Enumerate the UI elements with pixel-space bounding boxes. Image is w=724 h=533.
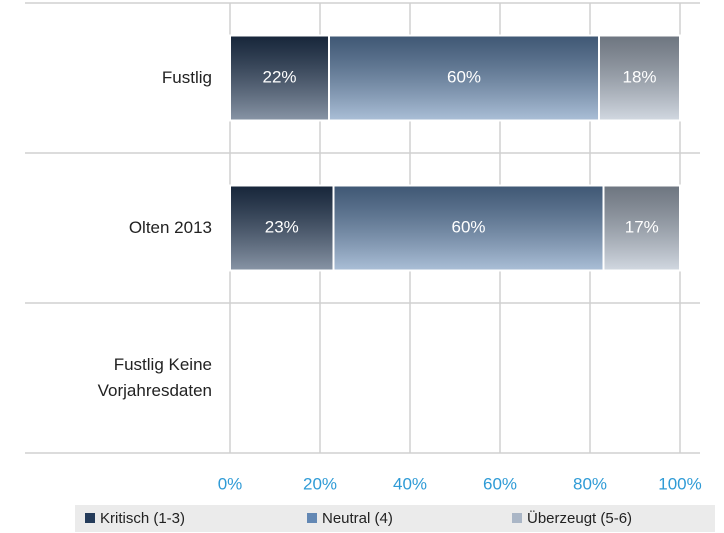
bar-shade bbox=[604, 186, 679, 270]
legend-background bbox=[75, 505, 715, 532]
legend-marker bbox=[307, 513, 317, 523]
data-label: 60% bbox=[447, 67, 481, 86]
data-label: 18% bbox=[622, 67, 656, 86]
x-tick-label: 80% bbox=[573, 474, 607, 493]
bar-shade bbox=[334, 186, 603, 270]
legend-label: Neutral (4) bbox=[322, 510, 393, 527]
x-tick-label: 0% bbox=[218, 474, 243, 493]
y-tick-label: Fustlig bbox=[161, 68, 212, 87]
x-tick-label: 60% bbox=[483, 474, 517, 493]
y-tick-label: Fustlig Keine Vorjahresdaten bbox=[97, 355, 212, 400]
x-tick-label: 40% bbox=[393, 474, 427, 493]
data-label: 22% bbox=[262, 67, 296, 86]
legend-marker bbox=[512, 513, 522, 523]
bar-shade bbox=[231, 186, 333, 270]
data-label: 23% bbox=[265, 217, 299, 236]
legend-label: Kritisch (1-3) bbox=[100, 510, 185, 527]
legend-label: Überzeugt (5-6) bbox=[527, 509, 632, 527]
bar-shade bbox=[330, 36, 598, 120]
y-tick-label: Olten 2013 bbox=[128, 218, 212, 237]
bar-shade bbox=[231, 36, 328, 120]
data-label: 17% bbox=[625, 217, 659, 236]
data-label: 60% bbox=[451, 217, 485, 236]
bar-shade bbox=[600, 36, 679, 120]
legend-marker bbox=[85, 513, 95, 523]
x-tick-label: 20% bbox=[303, 474, 337, 493]
x-tick-label: 100% bbox=[658, 474, 701, 493]
